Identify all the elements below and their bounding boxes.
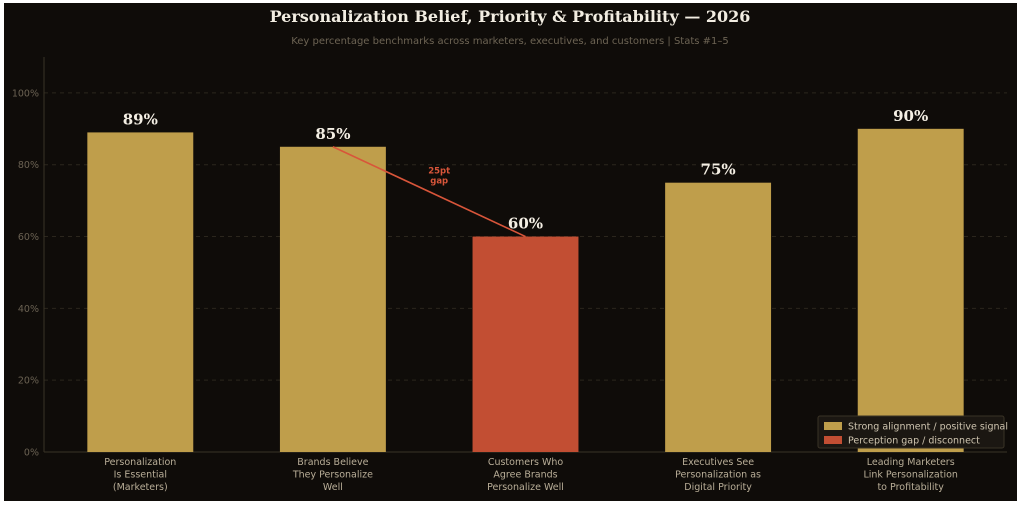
- bar: [665, 182, 772, 452]
- y-tick-label: 60%: [18, 232, 39, 243]
- x-tick-label: Executives See Personalization as Digital …: [675, 457, 761, 493]
- value-label: 60%: [508, 215, 543, 233]
- value-labels: 89% 85% 60% 75% 90%: [123, 107, 929, 233]
- y-tick-labels: 0% 20% 40% 60% 80% 100%: [12, 88, 39, 458]
- x-tick-labels: Personalization Is Essential (Marketers) Br…: [104, 457, 958, 493]
- value-label: 90%: [893, 107, 928, 125]
- y-tick-label: 100%: [12, 88, 39, 99]
- bars: [87, 128, 964, 453]
- x-tick-label: Personalization Is Essential (Marketers): [104, 457, 176, 493]
- y-tick-label: 80%: [18, 160, 39, 171]
- chart-title: Personalization Belief, Priority & Profi…: [270, 7, 751, 26]
- legend-label-gap: Perception gap / disconnect: [848, 436, 980, 447]
- value-label: 75%: [701, 161, 736, 179]
- gap-annotation-line: [332, 146, 526, 238]
- bar: [857, 128, 964, 452]
- y-tick-label: 0%: [24, 448, 39, 459]
- legend-swatch-positive: [824, 422, 842, 430]
- gap-annotation-label: 25pt: [428, 167, 450, 177]
- value-label: 85%: [315, 125, 350, 143]
- chart-svg: Personalization Belief, Priority & Profi…: [12, 7, 1008, 493]
- y-tick-label: 20%: [18, 376, 39, 387]
- x-tick-label: Customers Who Agree Brands Personalize Wel…: [487, 457, 564, 493]
- x-tick-label: Leading Marketers Link Personalization to …: [863, 457, 958, 493]
- value-label: 89%: [123, 110, 158, 128]
- bar: [472, 236, 579, 452]
- x-tick-label: Brands Believe They Personalize Well: [292, 457, 373, 493]
- legend-label-positive: Strong alignment / positive signal: [848, 422, 1008, 433]
- gap-annotation-label: gap: [430, 177, 448, 187]
- chart-subtitle: Key percentage benchmarks across markete…: [291, 36, 729, 47]
- legend-swatch-gap: [824, 436, 842, 444]
- bar: [279, 146, 386, 453]
- bar: [87, 132, 194, 452]
- chart-frame: Personalization Belief, Priority & Profi…: [4, 3, 1017, 501]
- legend: Strong alignment / positive signal Percep…: [817, 415, 1008, 449]
- legend-box: [817, 415, 1005, 449]
- y-tick-label: 40%: [18, 304, 39, 315]
